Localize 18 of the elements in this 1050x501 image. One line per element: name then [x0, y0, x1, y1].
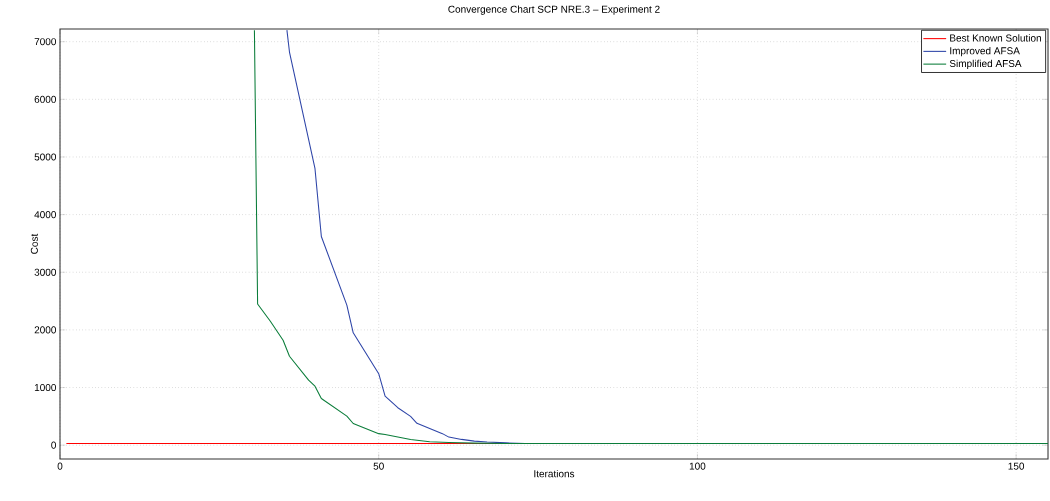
chart-title: Convergence Chart SCP NRE.3 – Experiment 2: [448, 5, 660, 15]
x-tick-label: 50: [373, 462, 384, 470]
y-tick-label: 5000: [34, 153, 56, 161]
y-tick-label: 7000: [34, 38, 56, 46]
y-tick-label: 0: [51, 441, 57, 449]
y-tick-label: 2000: [34, 326, 56, 334]
x-axis-title: Iterations: [534, 469, 575, 478]
y-tick-label: 3000: [34, 268, 56, 276]
legend-label: Best Known Solution: [950, 34, 1041, 42]
x-tick-label: 0: [57, 462, 63, 470]
y-axis-title: Cost: [30, 233, 38, 254]
y-tick-label: 6000: [34, 95, 56, 103]
x-tick-label: 150: [1008, 462, 1025, 470]
legend-label: Improved AFSA: [950, 47, 1020, 57]
y-tick-label: 4000: [34, 211, 56, 219]
legend-label: Simplified AFSA: [949, 59, 1022, 70]
y-tick-label: 1000: [34, 383, 56, 392]
x-tick-label: 100: [689, 462, 706, 470]
